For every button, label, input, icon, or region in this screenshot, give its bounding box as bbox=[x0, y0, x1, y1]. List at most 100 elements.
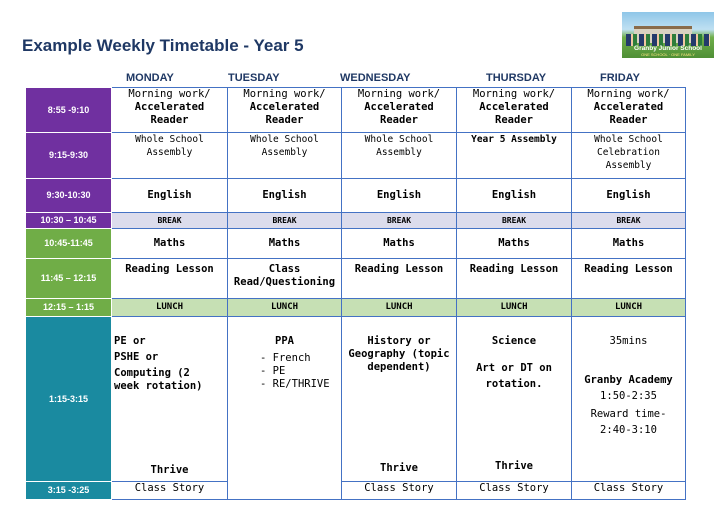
row-assembly: 9:15-9:30 Whole School Assembly Whole Sch… bbox=[25, 132, 686, 179]
cell-english: English bbox=[227, 178, 342, 213]
cell-assembly: Whole School Assembly bbox=[227, 132, 342, 179]
cell-lunch: LUNCH bbox=[111, 298, 228, 317]
cell-class-story: Class Story bbox=[571, 481, 686, 500]
day-header-thursday: THURSDAY bbox=[486, 72, 547, 84]
cell-assembly: Whole School Celebration Assembly bbox=[571, 132, 686, 179]
logo-motto: ONE SCHOOL · ONE FAMILY bbox=[641, 52, 695, 57]
morning-line: Reader bbox=[150, 114, 189, 126]
assembly-line: Year 5 Assembly bbox=[471, 134, 557, 145]
time-slot: 10:30 – 10:45 bbox=[25, 212, 112, 229]
afternoon-line: PSHE or bbox=[114, 351, 159, 363]
cell-break: BREAK bbox=[341, 212, 457, 229]
cell-morning-work: Morning work/Accelerated Reader bbox=[111, 87, 228, 133]
cell-break: BREAK bbox=[111, 212, 228, 229]
time-slot: 10:45-11:45 bbox=[25, 228, 112, 259]
cell-reading: Class Read/Questioning bbox=[227, 258, 342, 299]
thrive-label: Thrive bbox=[495, 460, 533, 472]
time-slot: 3:15 -3:25 bbox=[25, 481, 112, 500]
cell-english: English bbox=[456, 178, 572, 213]
cell-reading: Reading Lesson bbox=[111, 258, 228, 299]
afternoon-line: dependent) bbox=[367, 361, 431, 373]
morning-line: Morning work/ bbox=[587, 88, 670, 101]
cell-class-story: Class Story bbox=[111, 481, 228, 500]
cell-reading: Reading Lesson bbox=[456, 258, 572, 299]
cell-morning-work: Morning work/Accelerated Reader bbox=[341, 87, 457, 133]
row-lunch: 12:15 – 1:15 LUNCH LUNCH LUNCH LUNCH LUN… bbox=[25, 298, 686, 317]
ppa-item: French bbox=[260, 352, 339, 365]
cell-lunch: LUNCH bbox=[341, 298, 457, 317]
granby-academy-label: Granby Academy bbox=[584, 374, 673, 386]
afternoon-line: week rotation) bbox=[114, 380, 203, 392]
cell-assembly: Whole School Assembly bbox=[341, 132, 457, 179]
assembly-line: Whole School bbox=[594, 134, 663, 145]
timetable: 8:55 -9:10 Morning work/Accelerated Reade… bbox=[25, 87, 686, 500]
assembly-line: Assembly bbox=[605, 160, 652, 171]
morning-line: Reader bbox=[265, 114, 304, 126]
cell-assembly: Whole School Assembly bbox=[111, 132, 228, 179]
cell-lunch: LUNCH bbox=[571, 298, 686, 317]
cell-afternoon-monday: PE or PSHE or Computing (2 week rotation… bbox=[111, 316, 228, 482]
afternoon-line: Computing (2 bbox=[114, 367, 190, 379]
day-header-monday: MONDAY bbox=[126, 72, 174, 84]
afternoon-line: Art or DT on bbox=[476, 362, 552, 374]
assembly-line: Assembly bbox=[261, 147, 308, 158]
row-english: 9:30-10:30 English English English Engli… bbox=[25, 178, 686, 213]
morning-line: Accelerated bbox=[593, 101, 664, 113]
time-slot: 12:15 – 1:15 bbox=[25, 298, 112, 317]
assembly-line: Celebration bbox=[597, 147, 660, 158]
cell-class-story: Class Story bbox=[341, 481, 457, 500]
morning-line: Reader bbox=[609, 114, 648, 126]
morning-line: Morning work/ bbox=[472, 88, 556, 101]
afternoon-line: Geography (topic bbox=[348, 348, 450, 360]
cell-morning-work: Morning work/Accelerated Reader bbox=[227, 87, 342, 133]
friday-duration: 35mins bbox=[609, 335, 648, 347]
time-slot: 1:15-3:15 bbox=[25, 316, 112, 482]
morning-line: Reader bbox=[495, 114, 533, 126]
day-header-friday: FRIDAY bbox=[600, 72, 640, 84]
row-class-story: 3:15 -3:25 Class Story Class Story Class… bbox=[25, 481, 686, 500]
cell-maths: Maths bbox=[111, 228, 228, 259]
reading-line: Class bbox=[268, 263, 301, 275]
row-reading: 11:45 – 12:15 Reading Lesson Class Read/Q… bbox=[25, 258, 686, 299]
afternoon-line: 1:50-2:35 bbox=[600, 390, 657, 402]
morning-line: Morning work/ bbox=[128, 88, 211, 101]
cell-english: English bbox=[571, 178, 686, 213]
afternoon-line: Reward time- bbox=[590, 408, 667, 420]
cell-maths: Maths bbox=[456, 228, 572, 259]
cell-break: BREAK bbox=[571, 212, 686, 229]
logo-school-name: Granby Junior School bbox=[634, 45, 702, 52]
afternoon-line: rotation. bbox=[485, 378, 543, 390]
cell-assembly: Year 5 Assembly bbox=[456, 132, 572, 179]
row-afternoon: 1:15-3:15 PE or PSHE or Computing (2 wee… bbox=[25, 316, 686, 500]
cell-class-story: Class Story bbox=[456, 481, 572, 500]
cell-break: BREAK bbox=[456, 212, 572, 229]
cell-afternoon-wednesday: History or Geography (topic dependent) T… bbox=[341, 316, 457, 482]
morning-line: Accelerated bbox=[249, 101, 320, 113]
ppa-item: PE bbox=[260, 365, 339, 378]
cell-break: BREAK bbox=[227, 212, 342, 229]
cell-morning-work: Morning work/Accelerated Reader bbox=[571, 87, 686, 133]
morning-line: Accelerated bbox=[134, 101, 205, 113]
morning-line: Reader bbox=[380, 114, 418, 126]
time-slot: 8:55 -9:10 bbox=[25, 87, 112, 133]
time-slot: 11:45 – 12:15 bbox=[25, 258, 112, 299]
row-morning-work: 8:55 -9:10 Morning work/Accelerated Reade… bbox=[25, 87, 686, 133]
morning-line: Accelerated bbox=[479, 101, 549, 113]
day-header-tuesday: TUESDAY bbox=[228, 72, 280, 84]
reading-line: Read/Questioning bbox=[233, 276, 336, 288]
thrive-label: Thrive bbox=[380, 462, 418, 474]
assembly-line: Whole School bbox=[250, 134, 319, 145]
day-header-wednesday: WEDNESDAY bbox=[340, 72, 411, 84]
row-break: 10:30 – 10:45 BREAK BREAK BREAK BREAK BR… bbox=[25, 212, 686, 229]
assembly-line: Assembly bbox=[376, 147, 422, 158]
morning-line: Morning work/ bbox=[357, 88, 441, 101]
cell-afternoon-tuesday: PPA French PE RE/THRIVE bbox=[227, 316, 342, 500]
cell-lunch: LUNCH bbox=[456, 298, 572, 317]
cell-maths: Maths bbox=[227, 228, 342, 259]
cell-english: English bbox=[111, 178, 228, 213]
time-slot: 9:15-9:30 bbox=[25, 132, 112, 179]
cell-english: English bbox=[341, 178, 457, 213]
ppa-list: French PE RE/THRIVE bbox=[230, 352, 339, 391]
morning-line: Accelerated bbox=[364, 101, 434, 113]
afternoon-line: 2:40-3:10 bbox=[600, 424, 657, 436]
